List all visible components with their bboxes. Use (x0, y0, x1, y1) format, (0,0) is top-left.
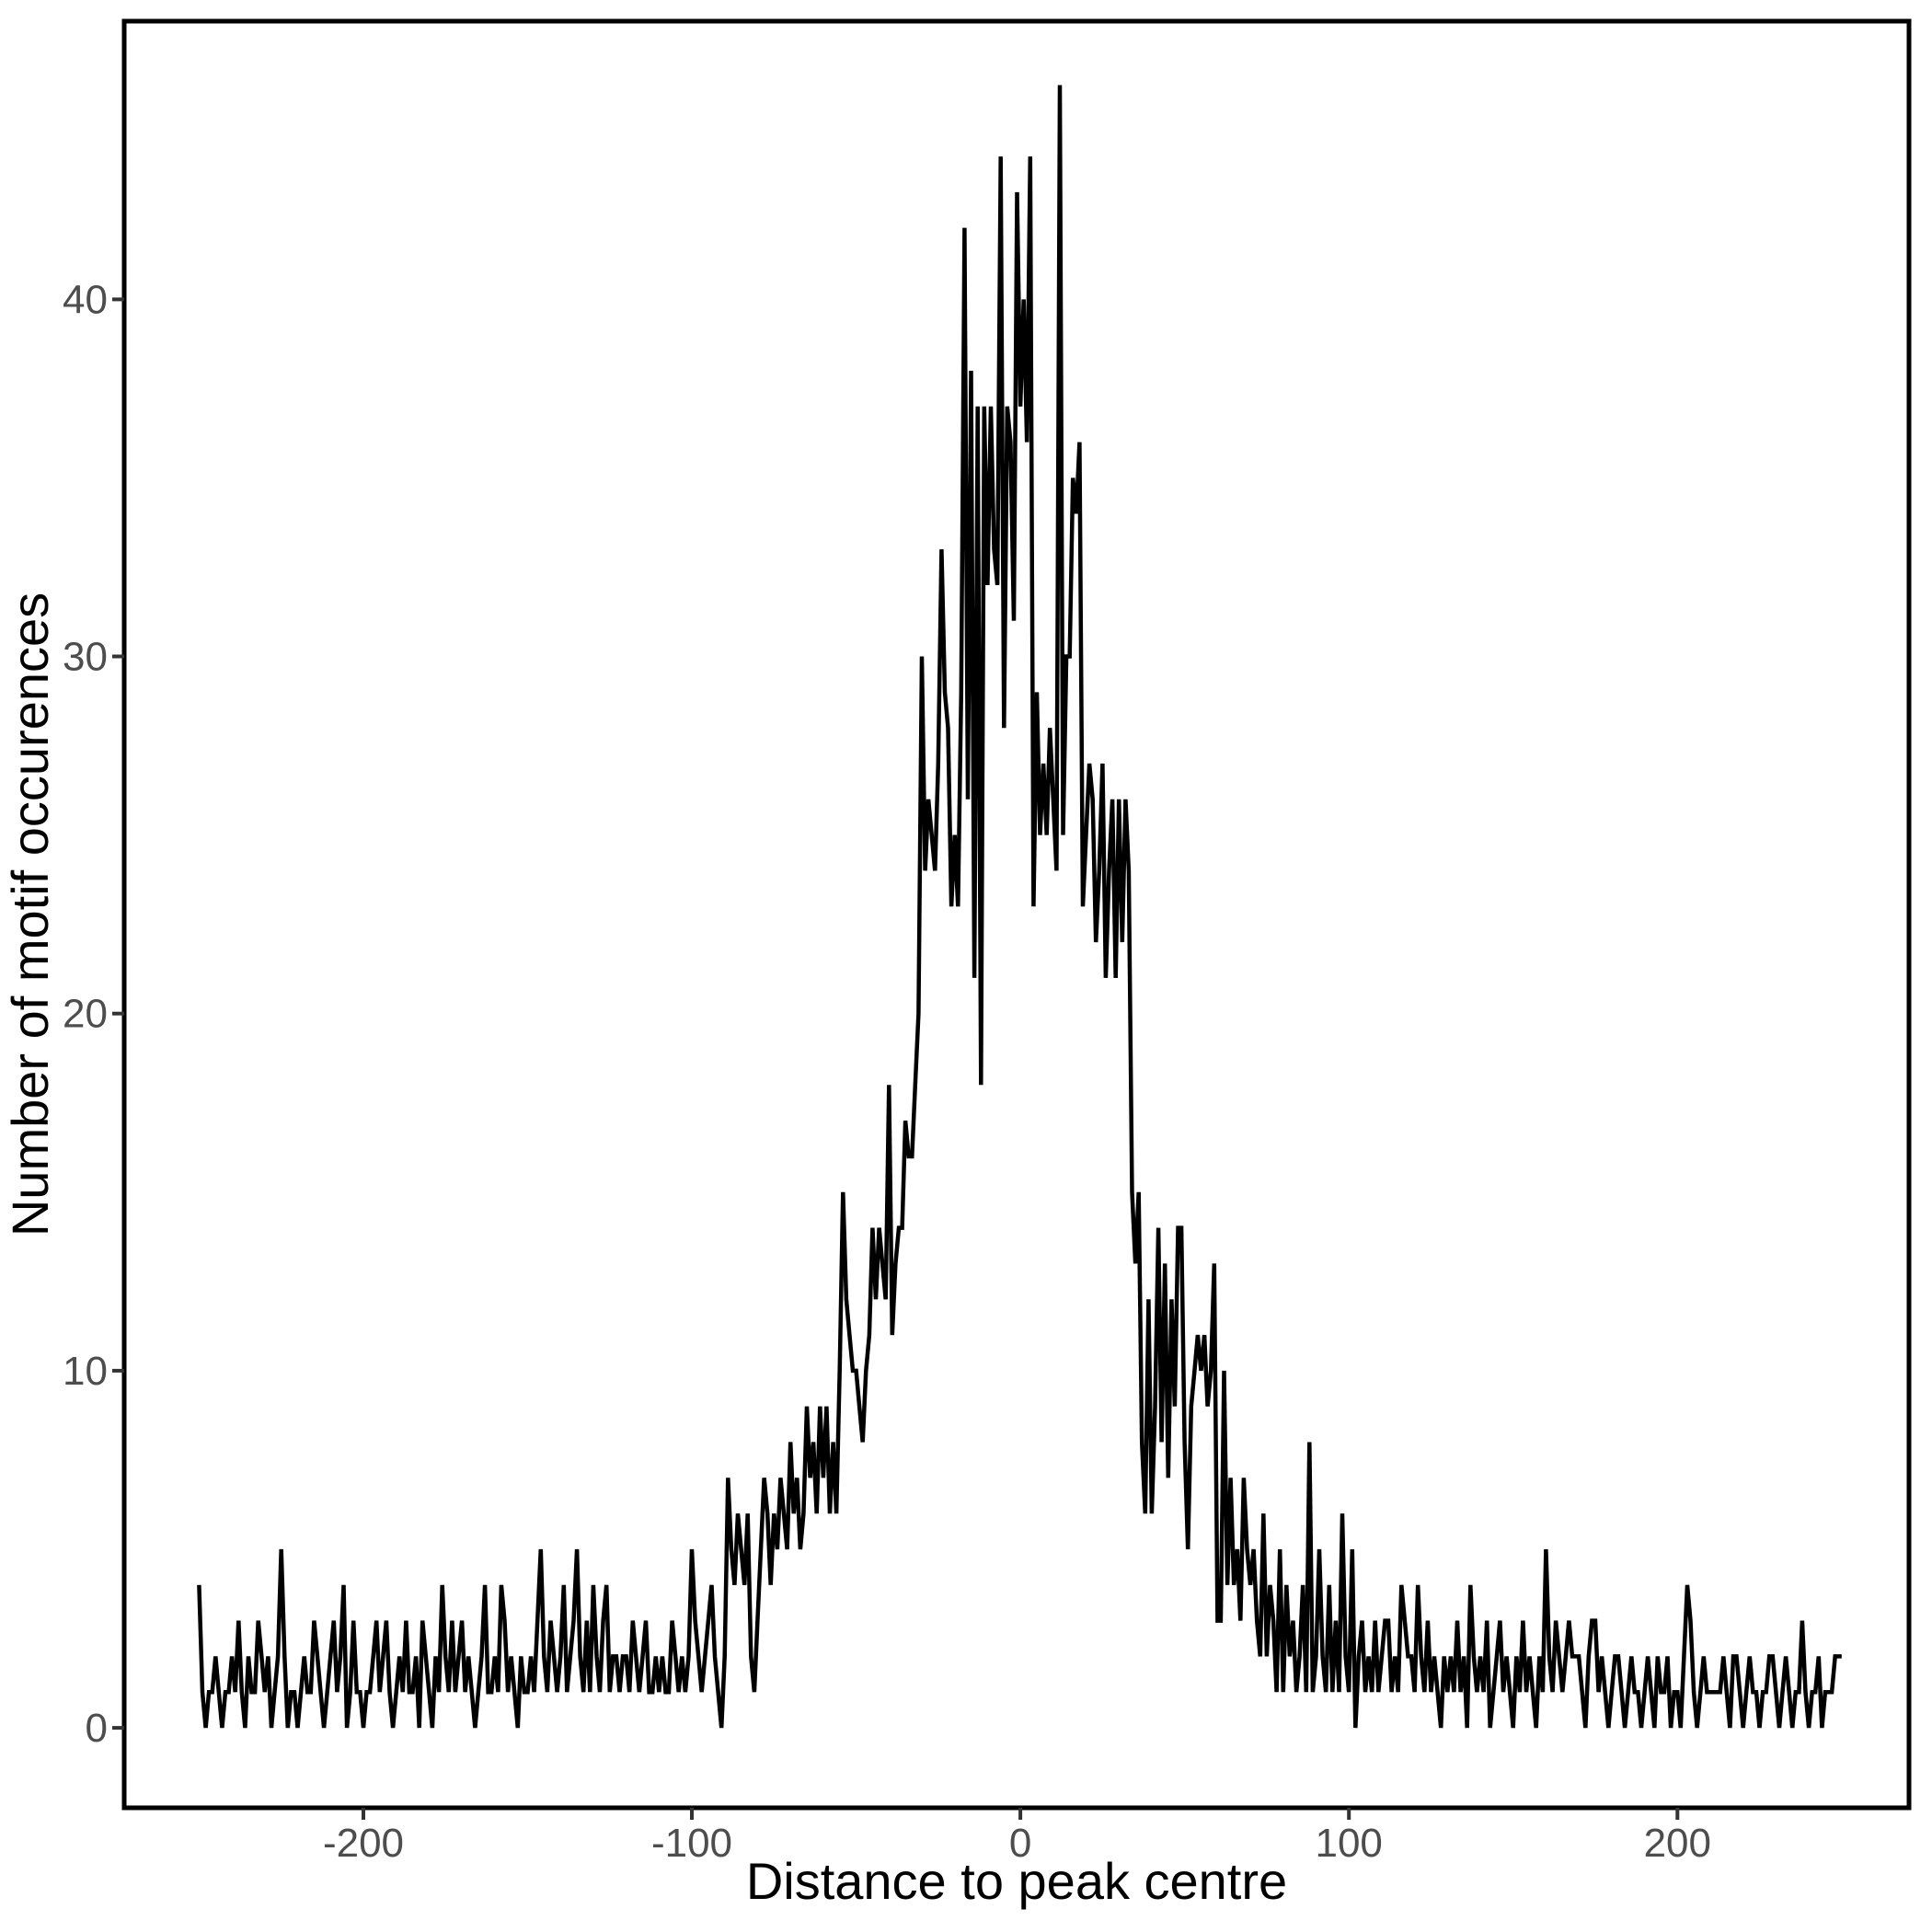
x-tick-label: 0 (1009, 1821, 1031, 1866)
x-tick-label: 200 (1644, 1821, 1711, 1866)
motif-occurrence-line (197, 85, 1842, 1729)
y-tick-label: 30 (63, 635, 108, 680)
y-tick-label: 10 (63, 1349, 108, 1394)
y-tick-label: 20 (63, 992, 108, 1037)
y-axis-title: Number of motif occurences (1, 592, 59, 1236)
y-tick-label: 40 (63, 277, 108, 322)
x-tick-label: -100 (651, 1821, 732, 1866)
x-axis-tick-labels: -200 -100 0 100 200 (323, 1821, 1711, 1866)
x-axis-ticks (362, 1808, 1680, 1820)
y-tick-label: 0 (86, 1706, 108, 1751)
panel-border (121, 18, 1912, 1811)
x-tick-label: 100 (1315, 1821, 1382, 1866)
x-axis-title: Distance to peak centre (746, 1852, 1287, 1910)
y-axis-ticks (112, 297, 124, 1731)
x-tick-label: -200 (323, 1821, 404, 1866)
y-axis-tick-labels: 0 10 20 30 40 (63, 277, 108, 1751)
